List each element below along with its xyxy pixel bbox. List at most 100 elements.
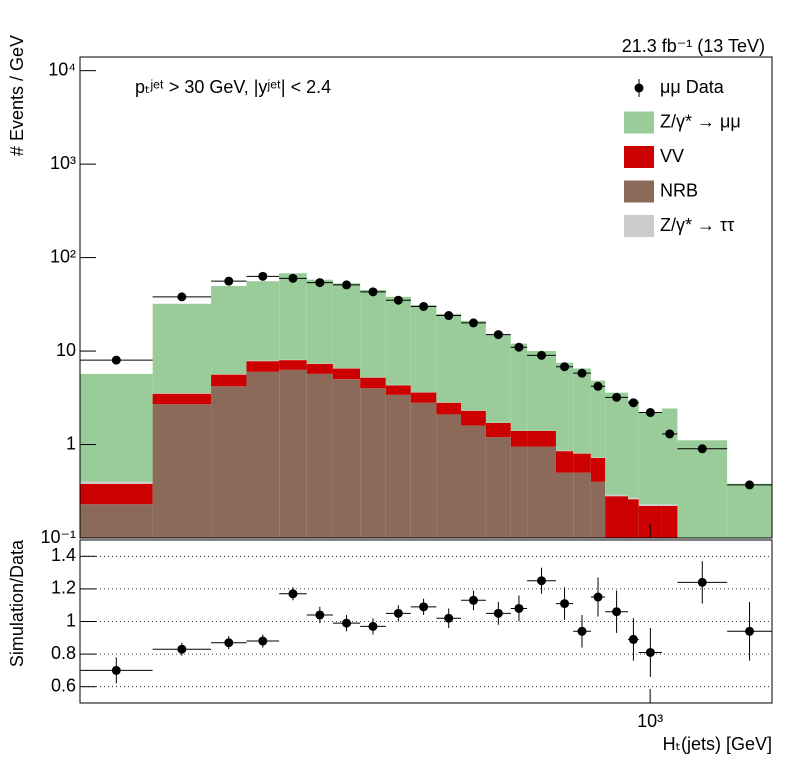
- data-point: [419, 301, 429, 311]
- data-point: [514, 342, 524, 352]
- histogram-segment: [306, 373, 333, 538]
- histogram-segment: [436, 402, 462, 415]
- data-point: [288, 273, 298, 283]
- histogram-segment: [510, 446, 528, 538]
- histogram-segment: [661, 505, 678, 538]
- histogram-segment: [279, 360, 307, 370]
- data-point: [444, 311, 454, 321]
- ratio-point: [537, 576, 547, 586]
- histogram-segment: [211, 285, 247, 375]
- histogram-segment: [555, 451, 574, 473]
- ratio-point: [745, 626, 755, 636]
- histogram-segment: [436, 414, 462, 538]
- ratio-y-axis-label: Simulation/Data: [7, 539, 27, 667]
- legend-swatch: [624, 180, 654, 203]
- data-point: [612, 392, 622, 402]
- ratio-point: [593, 592, 603, 602]
- histogram-segment: [510, 343, 528, 431]
- histogram-segment: [80, 504, 153, 538]
- ratio-point: [628, 634, 638, 644]
- data-point: [468, 318, 478, 328]
- histogram-segment: [628, 400, 639, 498]
- x-axis-label: Hₜ(jets) [GeV]: [663, 734, 772, 754]
- histogram-segment: [332, 283, 361, 369]
- histogram-segment: [360, 377, 386, 389]
- histogram-segment: [555, 472, 574, 538]
- histogram-segment: [211, 374, 247, 387]
- histogram-segment: [279, 369, 307, 538]
- y-tick-label: 10⁴: [48, 59, 76, 79]
- histogram-segment: [385, 385, 411, 395]
- histogram-segment: [436, 313, 462, 403]
- histogram-segment: [332, 379, 361, 538]
- histogram-segment: [573, 472, 591, 538]
- histogram-segment: [590, 380, 606, 458]
- histogram-segment: [605, 392, 629, 495]
- ratio-point: [444, 613, 454, 623]
- histogram-segment: [80, 481, 153, 484]
- legend-swatch: [624, 215, 654, 237]
- data-point: [665, 429, 675, 439]
- ratio-point: [514, 603, 524, 613]
- histogram-segment: [662, 543, 677, 566]
- y-tick-label: 10³: [50, 153, 76, 173]
- ratio-point: [393, 608, 403, 618]
- histogram-segment: [628, 497, 639, 500]
- data-point: [224, 276, 234, 286]
- data-point: [697, 444, 707, 454]
- histogram-segment: [527, 430, 556, 447]
- histogram-segment: [152, 303, 212, 394]
- data-point: [111, 355, 121, 365]
- histogram-segment: [211, 386, 247, 538]
- histogram-segment: [527, 446, 556, 538]
- lumi-label: 21.3 fb⁻¹ (13 TeV): [622, 36, 765, 56]
- data-point: [593, 381, 603, 391]
- histogram-segment: [555, 362, 574, 451]
- histogram-segment: [410, 392, 437, 403]
- histogram-segment: [527, 351, 556, 431]
- y-tick-label: 0.6: [51, 675, 76, 695]
- histogram-segment: [410, 402, 437, 538]
- histogram-segment: [246, 281, 280, 361]
- main-frame: [79, 56, 773, 539]
- data-point: [577, 368, 587, 378]
- data-point: [493, 330, 503, 340]
- ratio-point: [368, 621, 378, 631]
- ratio-point: [645, 647, 655, 657]
- ratio-point: [577, 626, 587, 636]
- data-point: [745, 480, 755, 490]
- ratio-point: [419, 602, 429, 612]
- histogram-segment: [661, 504, 678, 506]
- axes: 10⁻¹ 1 10 10² 10³ 10⁴ μμ Data Z/γ* → μμ VV NRB Z/γ…: [40, 59, 740, 730]
- histogram-segment: [80, 483, 153, 505]
- histogram-segment: [727, 543, 772, 603]
- histogram-segment: [461, 425, 486, 538]
- histogram-segment: [638, 505, 662, 538]
- data-point: [628, 398, 638, 408]
- histogram-segment: [510, 430, 528, 447]
- y-axis-label: # Events / GeV: [7, 35, 27, 156]
- histogram-segment: [360, 289, 386, 378]
- histogram-segment: [152, 393, 212, 405]
- legend-swatch: [624, 111, 654, 134]
- ratio-point: [258, 636, 268, 646]
- data-point: [393, 295, 403, 305]
- histogram-segment: [605, 543, 628, 566]
- histogram-segment: [306, 363, 333, 374]
- legend-swatch: [624, 146, 654, 168]
- histogram-segment: [485, 437, 511, 538]
- data-point: [315, 278, 325, 288]
- histogram-segment: [152, 404, 212, 538]
- histogram-segment: [638, 411, 662, 505]
- histogram-segment: [628, 543, 639, 566]
- data-point: [645, 408, 655, 418]
- y-tick-label: 1.2: [51, 578, 76, 598]
- histogram-segment: [211, 374, 247, 375]
- ratio-point: [111, 665, 121, 675]
- annotation: pₜʲᵉᵗ > 30 GeV, |yʲᵉᵗ| < 2.4: [135, 77, 331, 97]
- ratio-point: [177, 644, 187, 654]
- legend-label: Z/γ* → ττ: [660, 215, 734, 235]
- ratio-point: [288, 589, 298, 599]
- histogram-segment: [573, 453, 591, 473]
